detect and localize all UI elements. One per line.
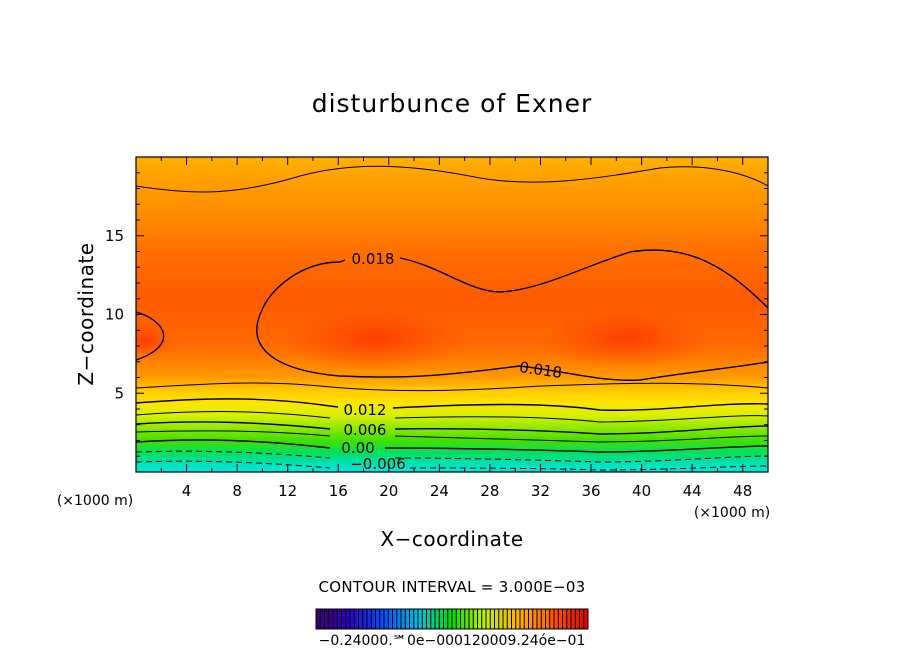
- contour-line: [136, 165, 768, 193]
- contour-interval: CONTOUR INTERVAL = 3.000E−03: [318, 578, 585, 596]
- y-axis: 5 10 15: [105, 172, 768, 457]
- x-tick-label: 8: [232, 482, 242, 500]
- max-region-edge: [136, 320, 173, 360]
- contour-line: [136, 421, 768, 435]
- x-tick-label: 12: [278, 482, 297, 500]
- y-tick-label: 10: [105, 306, 124, 324]
- colorbar-labels: −0.24000.℠0e−000120009.24óe−01: [319, 633, 586, 649]
- x-tick-label: 48: [733, 482, 752, 500]
- chart-title: disturbunce of Exner: [312, 89, 593, 118]
- contour-line: [136, 460, 768, 471]
- y-tick-label: 5: [114, 384, 124, 402]
- contour-line: [136, 450, 768, 463]
- x-tick-label: 24: [430, 482, 449, 500]
- x-tick-label: 16: [329, 482, 348, 500]
- x-tick-label: 44: [683, 482, 702, 500]
- colorbar-frame: [315, 608, 589, 630]
- y-tick-label: 15: [105, 227, 124, 245]
- x-tick-label: 32: [531, 482, 550, 500]
- x-tick-label: 40: [632, 482, 651, 500]
- contour-label: 0.018: [518, 358, 563, 382]
- contour-label: 0.00: [341, 439, 374, 457]
- x-axis: 4 8 12 16 20 24 28 32 36 40 44 48: [160, 157, 752, 500]
- contour-line: [136, 430, 768, 443]
- max-region-right: [540, 306, 710, 370]
- contour-label: 0.012: [344, 401, 387, 419]
- max-region-left: [280, 304, 470, 372]
- x-unit-left: (×1000 m): [57, 493, 133, 509]
- contour-label: 0.006: [344, 421, 387, 439]
- x-axis-label: X−coordinate: [380, 527, 523, 551]
- contour-line: [339, 249, 768, 309]
- contour-line: [136, 311, 165, 361]
- x-tick-label: 28: [480, 482, 499, 500]
- contour-line: [136, 398, 768, 411]
- colorbar-ticks: [319, 609, 585, 629]
- x-tick-label: 20: [379, 482, 398, 500]
- contour-label: 0.018: [352, 250, 395, 268]
- plot-area: 0.018 0.018 0.012 0.006 0.00 −0.006: [136, 157, 768, 473]
- x-unit-right: (×1000 m): [694, 505, 770, 521]
- y-axis-label: Z−coordinate: [74, 242, 98, 385]
- contour-line: [136, 411, 768, 423]
- contour-label: −0.006: [350, 455, 406, 473]
- contour-line: [136, 382, 768, 392]
- x-tick-label: 36: [581, 482, 600, 500]
- contour-line: [256, 261, 768, 381]
- x-tick-label: 4: [182, 482, 192, 500]
- contour-line: [136, 439, 768, 453]
